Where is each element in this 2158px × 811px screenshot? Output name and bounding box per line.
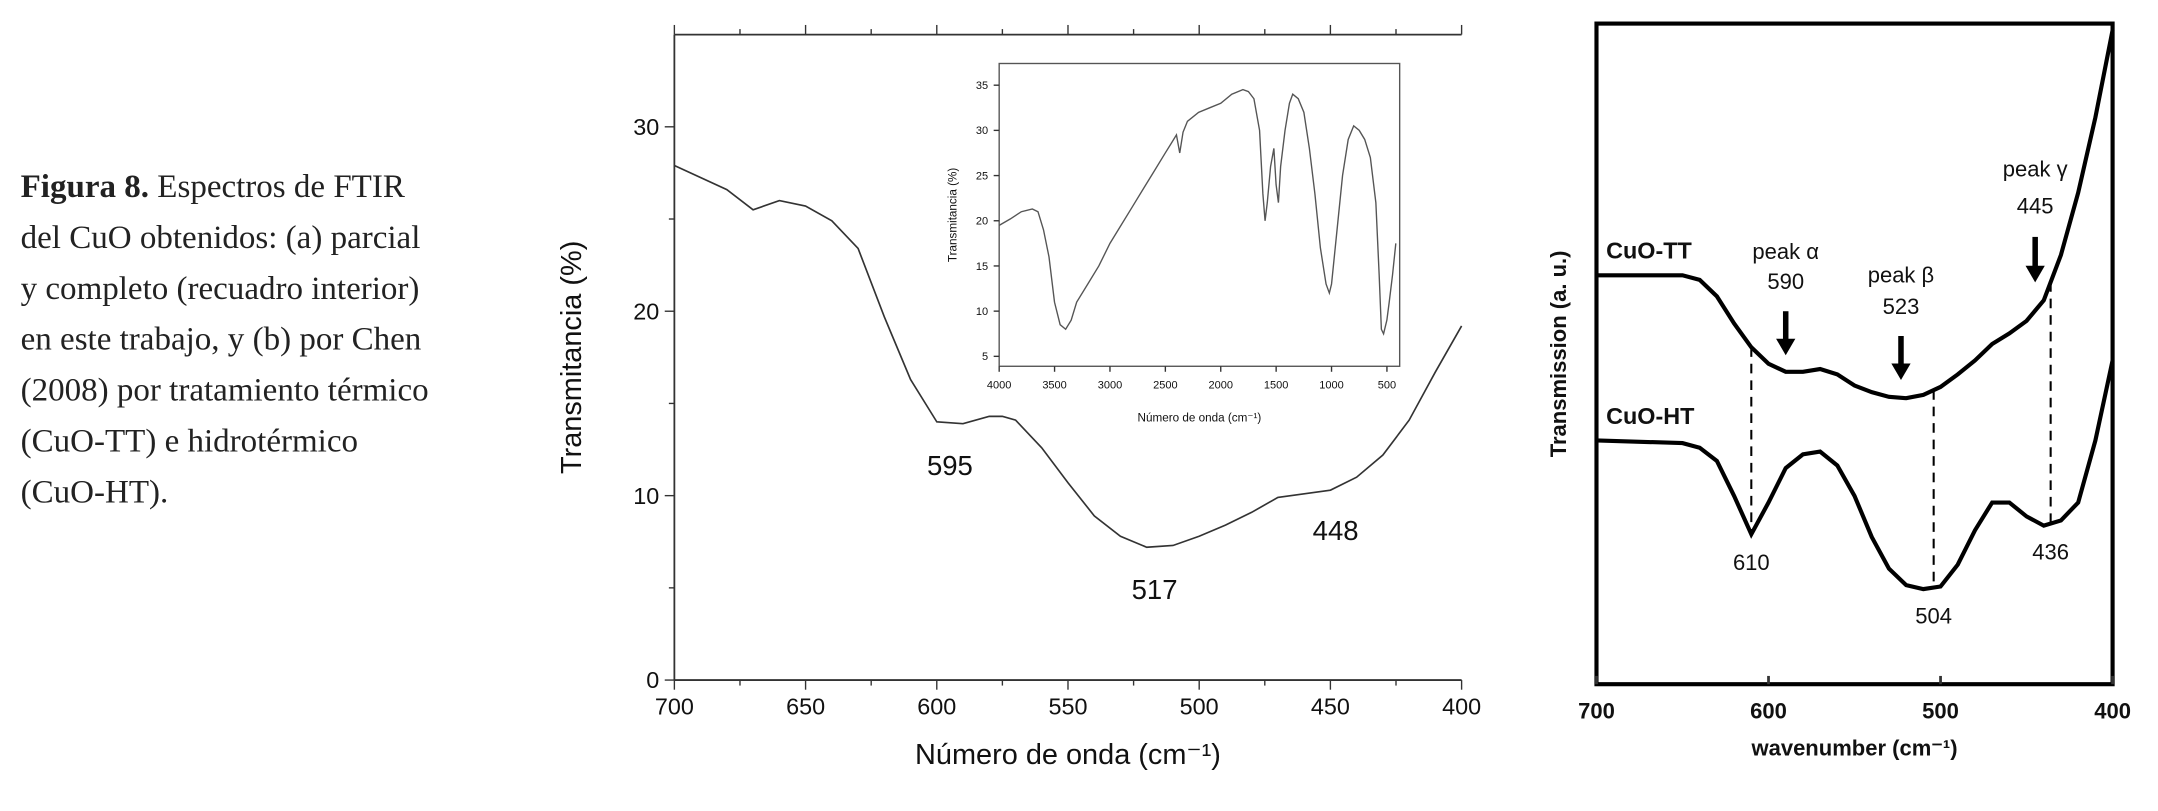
plot-frame — [998, 62, 1401, 367]
y-tick-label: 10 — [976, 306, 988, 318]
caption-line: (2008) por tratamiento térmico — [21, 373, 429, 409]
caption-line: del CuO obtenidos: (a) parcial — [21, 220, 421, 256]
y-axis-label: Transmitancia (%) — [556, 241, 588, 474]
peak-name: peak γ — [2003, 156, 2068, 181]
peak-label: 448 — [1313, 515, 1359, 546]
x-tick-label: 700 — [655, 693, 694, 719]
y-tick-label: 15 — [976, 261, 988, 273]
peak-arrowhead — [1891, 363, 1911, 381]
plot-frame — [1594, 21, 2115, 687]
y-tick-label: 30 — [976, 125, 988, 137]
spectrum-line — [1596, 360, 2115, 592]
x-tick-label: 400 — [1442, 693, 1481, 719]
x-axis-label: Número de onda (cm⁻¹) — [1138, 411, 1262, 424]
y-tick-label: 20 — [976, 216, 988, 228]
x-tick-label: 500 — [1180, 693, 1219, 719]
y-tick-label: 35 — [976, 80, 988, 92]
caption-line: Figura 8. Espectros de FTIR — [21, 169, 405, 205]
x-tick-label: 500 — [1922, 699, 1959, 724]
peak-value: 590 — [1767, 269, 1804, 294]
peak-name: peak β — [1868, 262, 1935, 287]
caption-line: en este trabajo, y (b) por Chen — [21, 322, 422, 358]
x-axis-label: wavenumber (cm⁻¹) — [1750, 736, 1957, 761]
spectrum-line — [1596, 29, 2115, 401]
y-tick-label: 20 — [633, 298, 659, 324]
x-tick-label: 550 — [1048, 693, 1087, 719]
y-tick-label: 30 — [633, 114, 659, 140]
guide-label: 436 — [2032, 539, 2069, 564]
x-tick-label: 450 — [1311, 693, 1350, 719]
series-label: CuO-HT — [1606, 403, 1695, 429]
x-tick-label: 3500 — [1042, 379, 1066, 391]
x-tick-label: 700 — [1578, 699, 1615, 724]
x-tick-label: 2000 — [1209, 379, 1233, 391]
caption-line: y completo (recuadro interior) — [21, 271, 420, 307]
guide-label: 504 — [1915, 603, 1952, 628]
y-axis-label: Transmitancia (%) — [947, 168, 960, 262]
guide-label: 610 — [1733, 550, 1770, 575]
series-label: CuO-TT — [1606, 238, 1692, 264]
x-axis-label: Número de onda (cm⁻¹) — [915, 739, 1221, 771]
x-tick-label: 1000 — [1319, 379, 1343, 391]
caption-text: Espectros de FTIR — [157, 169, 405, 205]
y-tick-label: 25 — [976, 170, 988, 182]
caption-line: (CuO-HT). — [21, 475, 169, 511]
x-tick-label: 400 — [2094, 699, 2131, 724]
caption-line: (CuO-TT) e hidrotérmico — [21, 424, 358, 460]
figure-label: Figura 8. — [21, 169, 149, 205]
x-tick-label: 600 — [1750, 699, 1787, 724]
x-tick-label: 500 — [1378, 379, 1396, 391]
y-tick-label: 0 — [646, 667, 659, 693]
peak-value: 523 — [1883, 294, 1920, 319]
x-tick-label: 650 — [786, 693, 825, 719]
x-tick-label: 3000 — [1098, 379, 1122, 391]
peak-label: 595 — [927, 450, 973, 481]
peak-arrowhead — [2025, 265, 2045, 283]
spectrum-line — [998, 88, 1397, 336]
x-tick-label: 1500 — [1264, 379, 1288, 391]
peak-value: 445 — [2017, 194, 2054, 219]
peak-label: 517 — [1132, 574, 1178, 605]
y-tick-label: 5 — [982, 351, 988, 363]
peak-name: peak α — [1752, 239, 1819, 264]
x-tick-label: 2500 — [1153, 379, 1177, 391]
spectrum-line — [674, 164, 1463, 549]
x-tick-label: 600 — [917, 693, 956, 719]
y-tick-label: 10 — [633, 483, 659, 509]
peak-arrowhead — [1776, 338, 1796, 356]
y-axis-label: Transmission (a. u.) — [1546, 251, 1571, 458]
x-tick-label: 4000 — [987, 379, 1011, 391]
